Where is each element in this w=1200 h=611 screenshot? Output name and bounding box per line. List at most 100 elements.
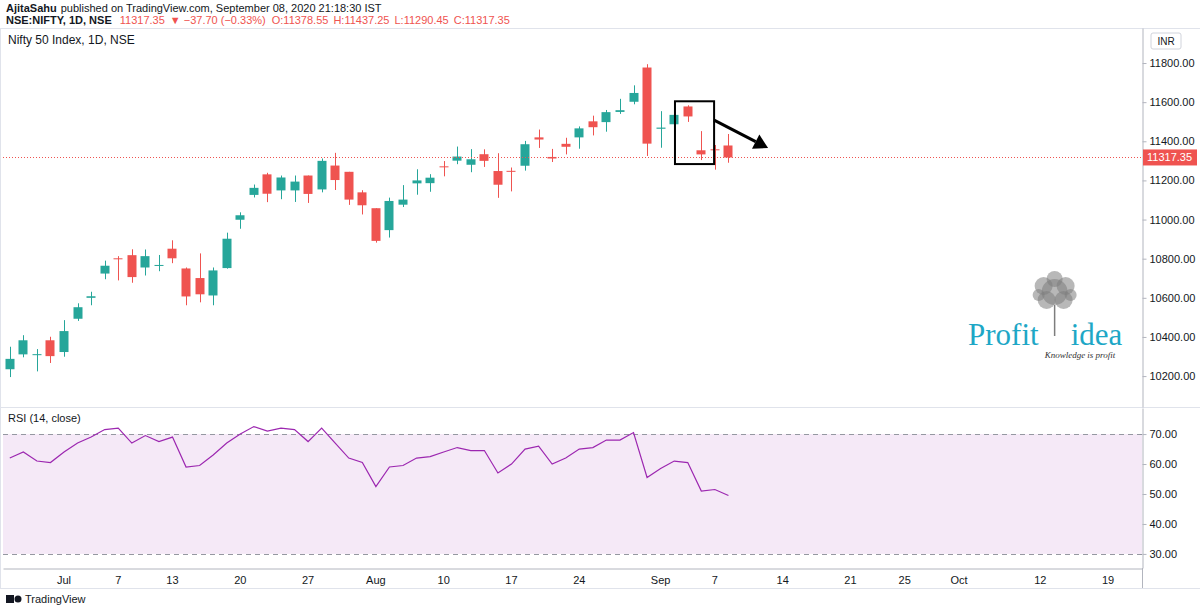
y-tick: 10200.00: [1143, 370, 1196, 382]
y-tick: 10400.00: [1143, 331, 1196, 343]
candle: [182, 267, 191, 305]
candle: [426, 174, 435, 192]
y-tick-label: 11200.00: [1150, 174, 1195, 186]
candle-body: [697, 150, 706, 154]
candle-body: [657, 128, 666, 129]
candle-body: [372, 208, 381, 241]
branding: TradingView: [6, 593, 86, 605]
candle-wick: [200, 253, 201, 302]
candle-body: [141, 256, 150, 267]
candle-body: [358, 192, 367, 205]
y-tick-mark: [1143, 464, 1147, 465]
y-tick-label: 10200.00: [1150, 370, 1196, 382]
candle-wick: [552, 149, 553, 162]
y-tick-mark: [1143, 376, 1147, 377]
candle-body: [494, 171, 503, 185]
watermark-icon: [1033, 289, 1045, 301]
ohlc-value: H:11437.25: [333, 14, 389, 26]
rsi-line: [10, 427, 729, 496]
candle: [684, 105, 693, 122]
candle-body: [440, 166, 449, 167]
candle-wick: [240, 212, 241, 228]
candle: [562, 138, 571, 155]
band-line: [3, 434, 1142, 435]
candle: [6, 347, 15, 377]
candle: [589, 116, 598, 136]
x-axis: Jul7132027Aug101724Sep7142125Oct1219: [4, 569, 1143, 587]
candle-body: [128, 255, 137, 277]
watermark-icon: [1047, 271, 1063, 287]
x-tick-label: 19: [1102, 574, 1114, 586]
candle: [494, 153, 503, 198]
x-tick: 7: [712, 569, 718, 587]
publisher: AjitaSahu: [6, 2, 57, 14]
candle-body: [535, 137, 544, 139]
y-tick-label: 10600.00: [1150, 292, 1196, 304]
brand-icon: [6, 595, 14, 603]
highlight: [675, 101, 768, 164]
x-tick-label: Sep: [651, 574, 671, 586]
x-tick-label: 24: [573, 574, 585, 586]
candle: [236, 212, 245, 228]
candle: [101, 261, 110, 280]
watermark: ProfitideaKnowledge is profit: [968, 271, 1122, 360]
x-tick-label: 7: [712, 574, 718, 586]
candle: [548, 149, 557, 162]
watermark-ground: [954, 232, 1140, 404]
y-axis: 30.0040.0050.0060.0070.00: [1143, 409, 1178, 569]
candle-body: [643, 68, 652, 144]
candle: [372, 208, 381, 242]
candle: [480, 149, 489, 167]
candle-body: [6, 359, 15, 369]
candle: [19, 335, 28, 357]
price: 11317.35: [120, 14, 165, 26]
watermark-text: idea: [1071, 317, 1123, 352]
y-tick-mark: [1143, 494, 1147, 495]
x-tick: Jul: [57, 569, 71, 587]
x-tick: Aug: [366, 569, 386, 587]
last-price-box: [1143, 149, 1197, 165]
header-line: NSE:NIFTY, 1D, NSE11317.35▼ −37.70 (−0.3…: [6, 14, 510, 26]
highlight-box: [675, 101, 714, 164]
candle-wick: [118, 256, 119, 280]
candle: [223, 233, 232, 269]
published: published on TradingView.com, September …: [61, 2, 382, 14]
candle-body: [223, 239, 232, 268]
candle: [263, 173, 272, 202]
highlight-arrowhead: [752, 135, 768, 149]
frame-bottom: [0, 588, 1200, 589]
y-tick-label: 40.00: [1150, 518, 1178, 530]
candle-body: [331, 166, 340, 180]
y-tick-label: 11400.00: [1150, 135, 1195, 147]
x-tick: Sep: [651, 569, 671, 587]
pane-title: RSI (14, close): [8, 412, 81, 424]
watermark-text: Profit: [968, 317, 1039, 352]
candle: [521, 141, 530, 171]
candle-body: [318, 161, 327, 190]
candle: [467, 149, 476, 172]
y-tick: 11200.00: [1143, 174, 1195, 186]
candle-wick: [37, 349, 38, 371]
candle-body: [575, 128, 584, 137]
x-tick-label: 25: [899, 574, 911, 586]
y-tick: 50.00: [1143, 488, 1178, 500]
candle-body: [46, 340, 55, 356]
y-tick-mark: [1143, 180, 1147, 181]
x-tick: 25: [899, 569, 911, 587]
candle: [413, 169, 422, 194]
candle: [724, 134, 733, 163]
frame-top: [0, 28, 1200, 29]
candle: [128, 249, 137, 282]
watermark-icon: [1065, 289, 1077, 301]
candle-body: [209, 270, 218, 295]
candle-body: [507, 171, 516, 172]
candle-wick: [701, 131, 702, 160]
candle-body: [399, 200, 408, 205]
candle-body: [589, 121, 598, 127]
candle-body: [87, 296, 96, 298]
x-axis-line: [4, 569, 1143, 570]
x-tick-label: 21: [844, 574, 856, 586]
candle: [630, 85, 639, 104]
candle-body: [155, 265, 164, 266]
frame-left: [0, 28, 1, 588]
